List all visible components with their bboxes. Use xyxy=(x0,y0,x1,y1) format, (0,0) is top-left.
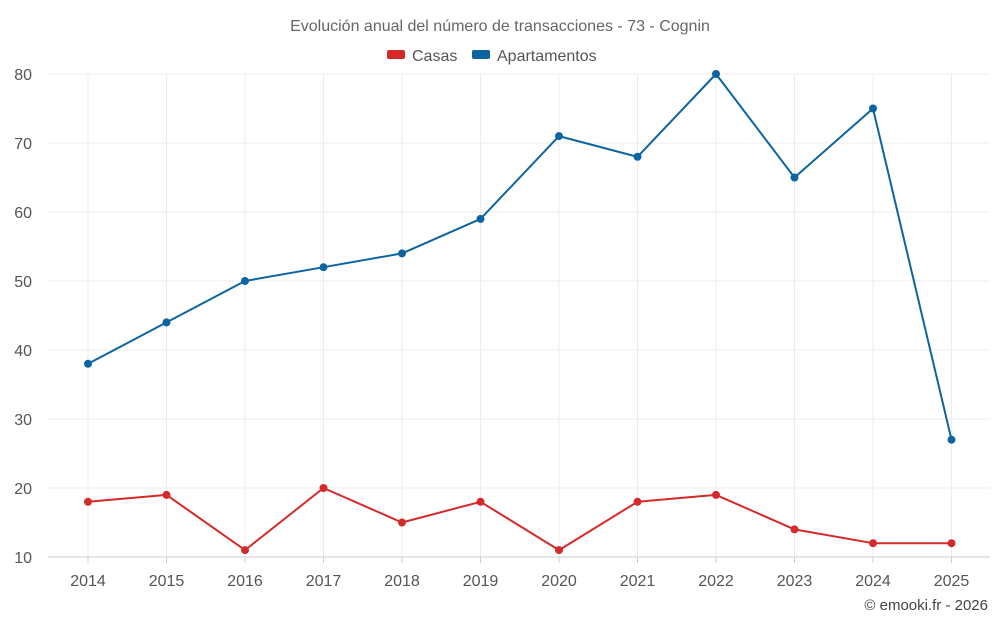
x-tick-label: 2022 xyxy=(698,573,734,590)
x-tick-label: 2016 xyxy=(227,573,263,590)
x-tick-label: 2025 xyxy=(934,573,970,590)
y-tick-label: 30 xyxy=(14,412,32,429)
x-tick-label: 2023 xyxy=(777,573,813,590)
data-point-casas-2018[interactable] xyxy=(398,518,406,527)
x-tick-label: 2014 xyxy=(70,573,106,590)
legend-swatch-apartamentos xyxy=(472,50,490,59)
y-tick-label: 60 xyxy=(14,205,32,222)
y-tick-label: 40 xyxy=(14,343,32,360)
x-tick-label: 2019 xyxy=(463,573,499,590)
y-tick-label: 10 xyxy=(14,550,32,567)
grid xyxy=(48,73,990,557)
data-point-apartamentos-2022[interactable] xyxy=(712,70,720,78)
data-point-casas-2021[interactable] xyxy=(633,497,642,506)
data-point-casas-2016[interactable] xyxy=(241,546,249,555)
x-tick-label: 2018 xyxy=(384,573,420,590)
data-point-apartamentos-2023[interactable] xyxy=(790,173,799,182)
data-point-apartamentos-2020[interactable] xyxy=(555,132,563,141)
legend-item-apartamentos[interactable]: Apartamentos xyxy=(472,48,597,65)
data-point-casas-2020[interactable] xyxy=(555,546,563,555)
data-point-casas-2025[interactable] xyxy=(947,539,956,548)
legend-label-apartamentos: Apartamentos xyxy=(497,48,597,65)
y-tick-label: 80 xyxy=(14,67,32,84)
data-point-casas-2017[interactable] xyxy=(319,484,328,492)
series-line-apartamentos xyxy=(87,73,953,440)
data-point-apartamentos-2019[interactable] xyxy=(476,214,485,223)
data-point-apartamentos-2018[interactable] xyxy=(398,249,406,258)
x-tick-label: 2017 xyxy=(306,573,342,590)
series-line-casas xyxy=(87,487,952,552)
data-point-apartamentos-2016[interactable] xyxy=(241,277,249,285)
series xyxy=(84,70,956,555)
data-point-apartamentos-2021[interactable] xyxy=(633,152,642,161)
data-point-casas-2015[interactable] xyxy=(162,490,171,499)
y-tick-label: 20 xyxy=(14,481,32,498)
legend-item-casas[interactable]: Casas xyxy=(387,48,457,65)
data-point-casas-2024[interactable] xyxy=(869,539,877,548)
chart-title: Evolución anual del número de transaccio… xyxy=(290,18,710,35)
series-apartamentos xyxy=(84,70,956,444)
legend-label-casas: Casas xyxy=(412,48,457,65)
y-tick-label: 70 xyxy=(14,136,32,153)
x-tick-label: 2021 xyxy=(620,573,656,590)
data-point-apartamentos-2017[interactable] xyxy=(319,263,328,272)
legend-swatch-casas xyxy=(387,50,405,59)
x-tick-label: 2020 xyxy=(541,573,577,590)
data-point-casas-2019[interactable] xyxy=(476,497,485,506)
data-point-apartamentos-2025[interactable] xyxy=(947,435,956,444)
x-tick-label: 2015 xyxy=(149,573,185,590)
data-point-apartamentos-2015[interactable] xyxy=(162,318,171,327)
data-point-casas-2023[interactable] xyxy=(790,525,799,534)
data-point-casas-2022[interactable] xyxy=(712,490,720,499)
data-point-apartamentos-2024[interactable] xyxy=(869,104,877,113)
series-casas xyxy=(84,484,956,555)
y-tick-label: 50 xyxy=(14,274,32,291)
legend: Casas Apartamentos xyxy=(387,48,597,65)
x-tick-label: 2024 xyxy=(855,573,891,590)
credit-text: © emooki.fr - 2026 xyxy=(864,597,988,614)
data-point-apartamentos-2014[interactable] xyxy=(84,359,92,368)
axes: 10 20 30 40 50 60 70 80 2014 2015 2016 2017 2018 2019… xyxy=(14,67,990,590)
data-point-casas-2014[interactable] xyxy=(84,497,92,506)
